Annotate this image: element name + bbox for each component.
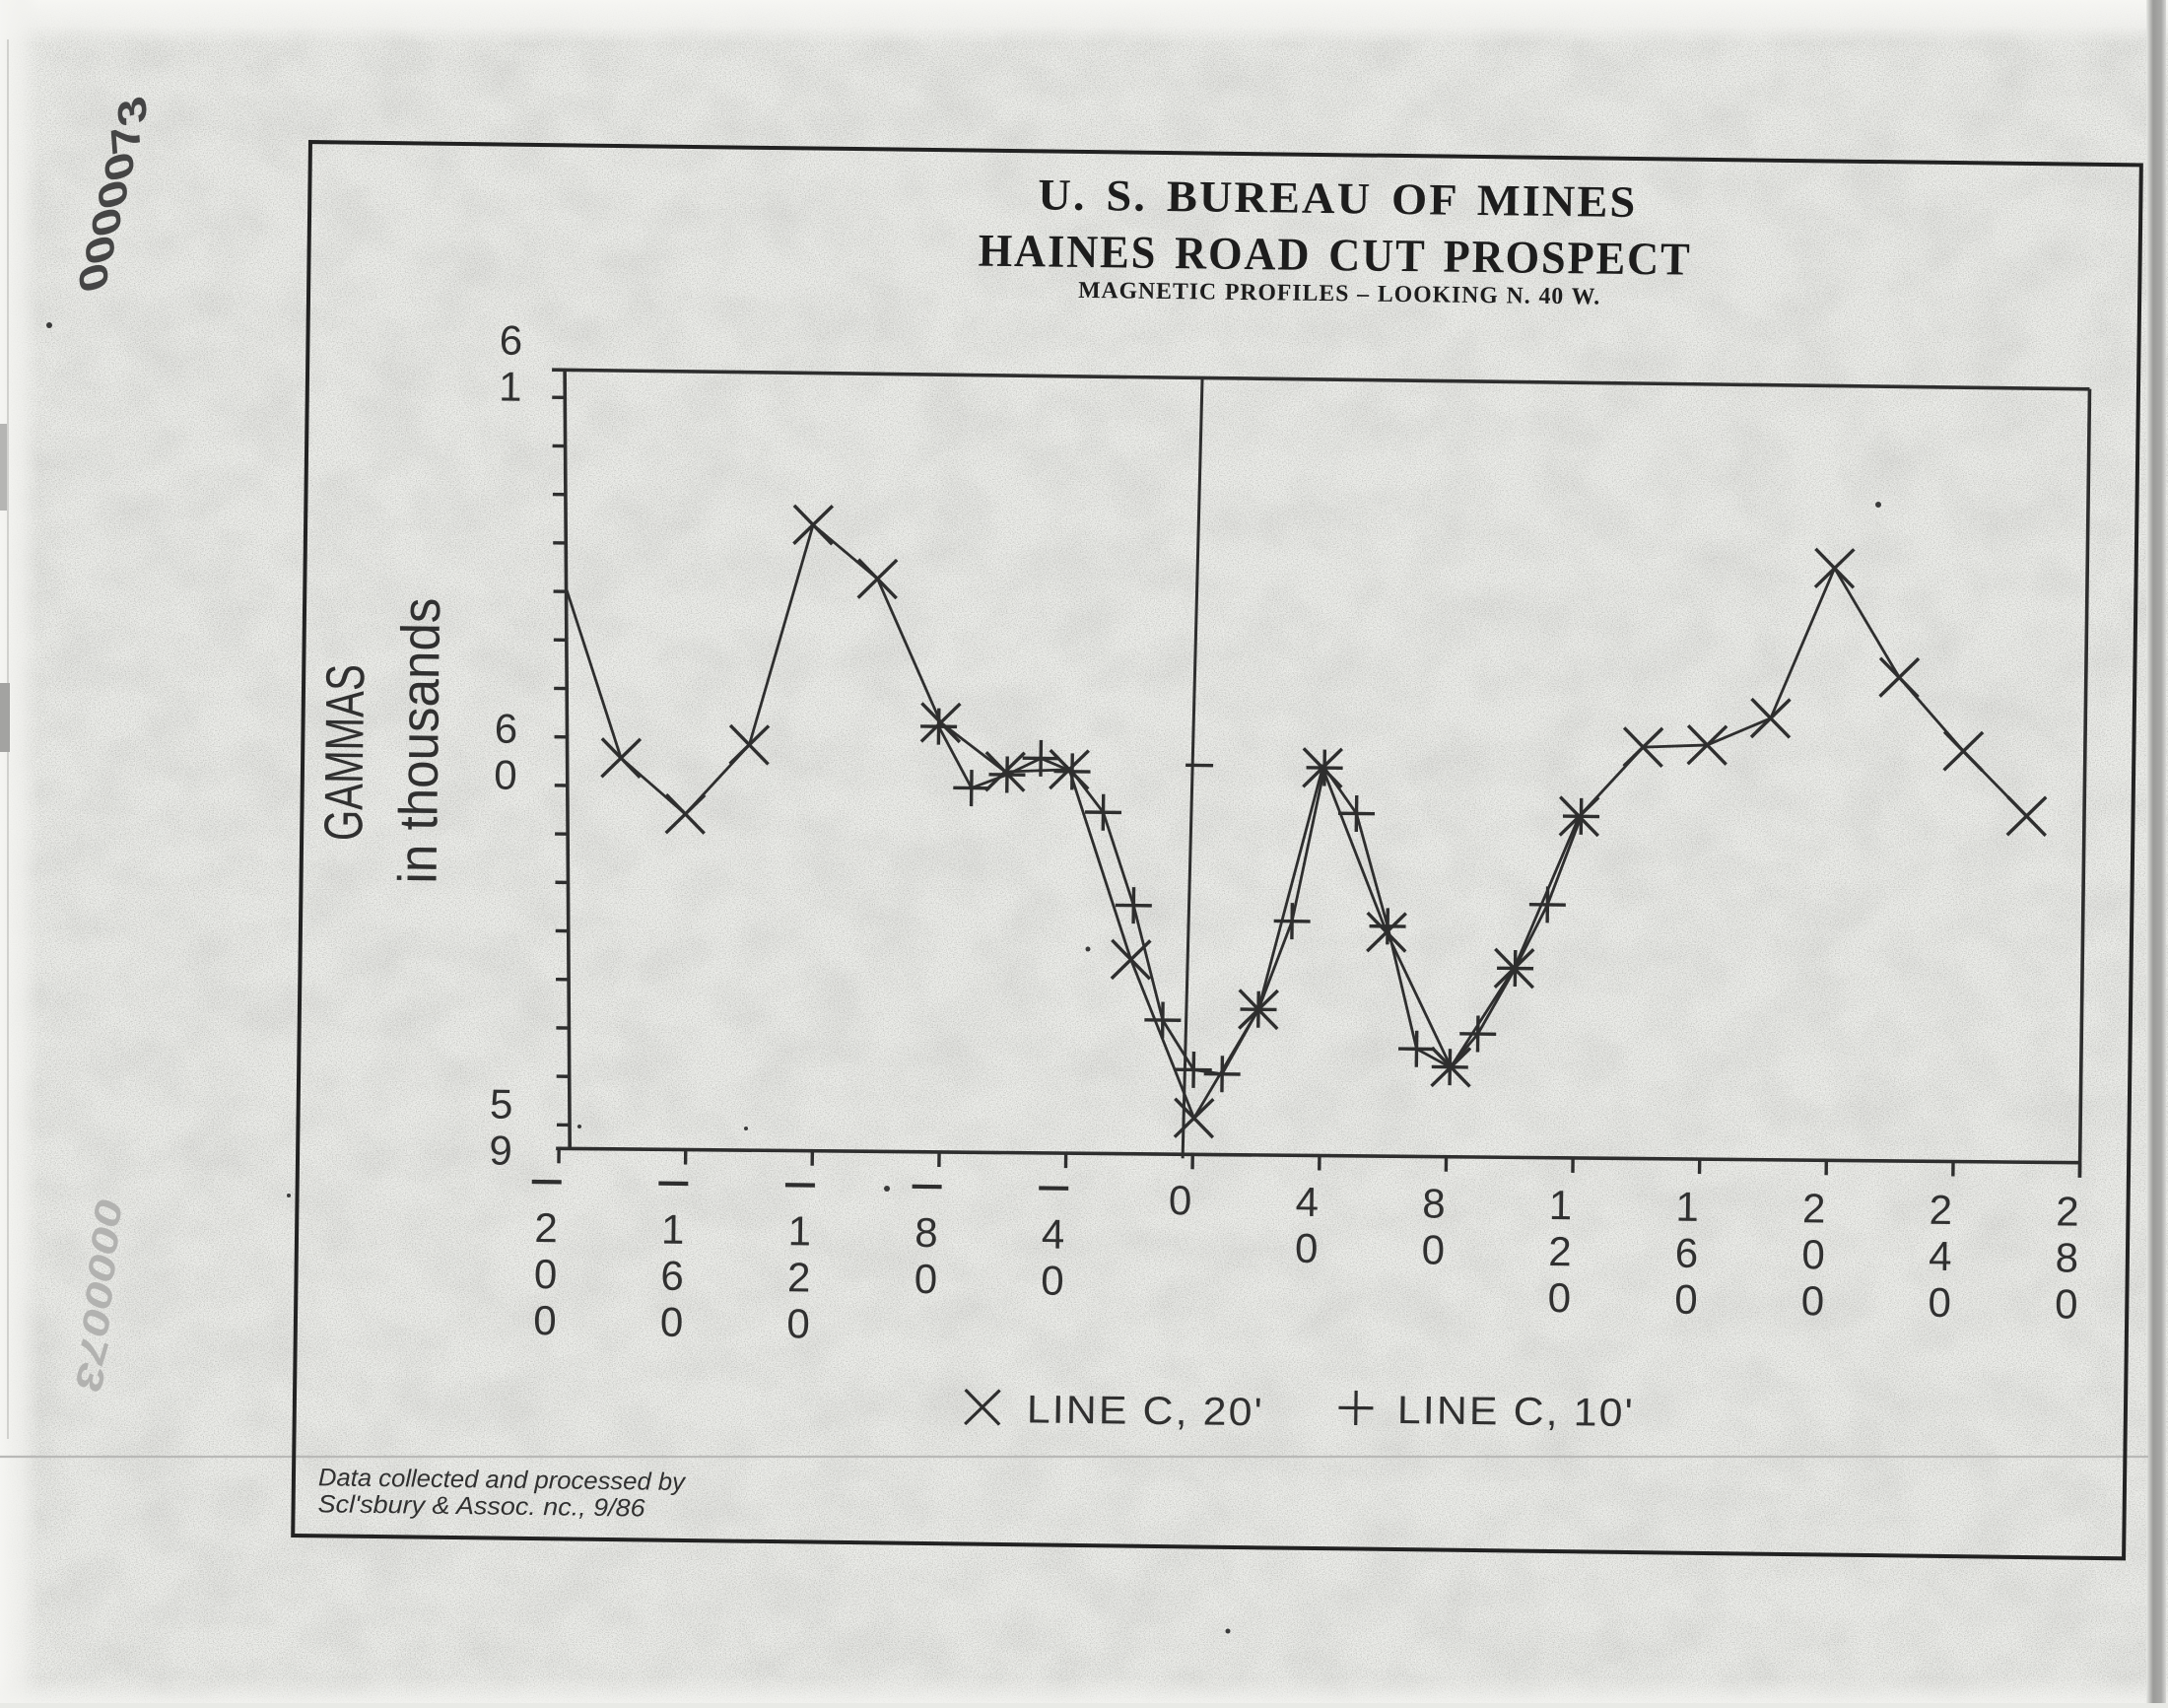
svg-text:0: 0: [660, 1299, 684, 1345]
svg-text:0: 0: [1801, 1277, 1825, 1324]
svg-text:0: 0: [1801, 1231, 1825, 1277]
svg-text:5: 5: [490, 1080, 513, 1127]
svg-text:4: 4: [1042, 1210, 1065, 1257]
svg-text:0: 0: [533, 1297, 557, 1343]
svg-text:GAMMAS: GAMMAS: [313, 664, 375, 842]
svg-text:0: 0: [914, 1256, 937, 1302]
svg-text:0: 0: [1295, 1225, 1319, 1271]
svg-text:U. S. BUREAU OF MINES: U. S. BUREAU OF MINES: [1038, 170, 1638, 227]
svg-text:4: 4: [1295, 1179, 1319, 1225]
svg-text:1: 1: [1675, 1184, 1699, 1230]
svg-text:6: 6: [660, 1253, 684, 1299]
svg-text:2: 2: [787, 1254, 811, 1300]
svg-text:4: 4: [1929, 1233, 1952, 1279]
svg-text:HAINES ROAD CUT PROSPECT: HAINES ROAD CUT PROSPECT: [978, 226, 1692, 286]
svg-text:6: 6: [495, 705, 518, 751]
svg-text:LINE C, 20': LINE C, 20': [1027, 1388, 1265, 1434]
svg-text:2: 2: [2056, 1188, 2079, 1234]
svg-text:9: 9: [489, 1127, 512, 1173]
svg-text:6: 6: [499, 317, 522, 364]
svg-text:6: 6: [1675, 1230, 1699, 1276]
svg-text:in thousands: in thousands: [387, 597, 451, 884]
svg-text:1: 1: [787, 1207, 811, 1254]
svg-text:0: 0: [786, 1300, 810, 1346]
svg-text:0: 0: [1421, 1226, 1445, 1272]
svg-text:8: 8: [915, 1209, 938, 1256]
svg-text:1: 1: [661, 1206, 685, 1253]
svg-text:0: 0: [1674, 1276, 1698, 1323]
svg-text:2: 2: [534, 1204, 558, 1251]
svg-text:0: 0: [1547, 1274, 1571, 1321]
svg-text:0: 0: [1041, 1257, 1064, 1303]
svg-text:0: 0: [494, 751, 517, 797]
svg-text:0: 0: [1928, 1279, 1951, 1326]
svg-text:2: 2: [1929, 1187, 1952, 1233]
svg-text:2: 2: [1548, 1228, 1572, 1274]
svg-text:1: 1: [499, 364, 522, 410]
svg-text:8: 8: [1422, 1180, 1446, 1226]
svg-text:0: 0: [1169, 1177, 1192, 1223]
svg-text:2: 2: [1802, 1185, 1826, 1231]
svg-text:8: 8: [2055, 1234, 2078, 1280]
svg-text:1: 1: [1549, 1182, 1573, 1228]
svg-text:0: 0: [534, 1251, 558, 1297]
svg-text:0: 0: [2055, 1280, 2078, 1327]
svg-text:Scl'sbury & Assoc. nc., 9/86: Scl'sbury & Assoc. nc., 9/86: [317, 1490, 644, 1522]
svg-text:LINE C, 10': LINE C, 10': [1397, 1389, 1636, 1435]
